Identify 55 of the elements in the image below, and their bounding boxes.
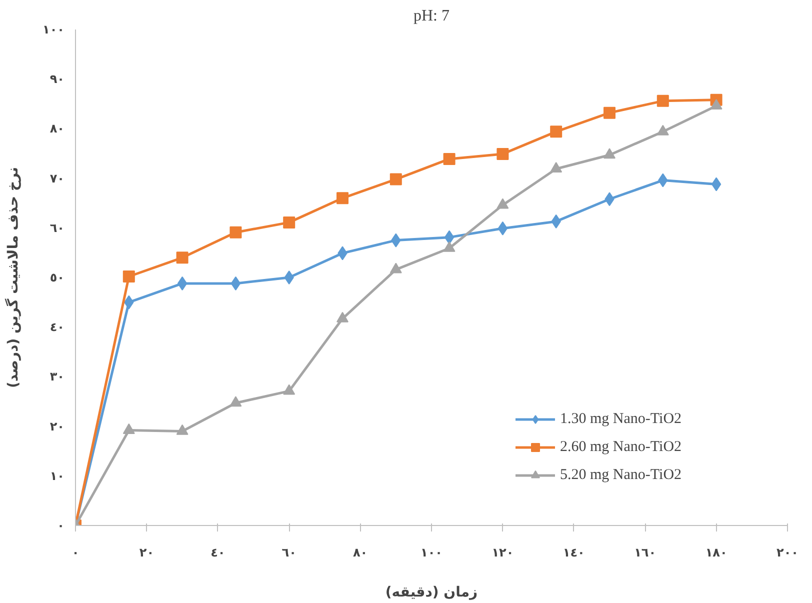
point [550,126,562,138]
x-tick-label: ٤٠ [210,546,226,560]
chart-title: pH: 7 [414,8,450,24]
y-tick-label: ٢٠ [50,419,65,434]
point [711,177,722,192]
point [230,226,242,238]
legend-label: 2.60 mg Nano-TiO2 [560,438,682,456]
point [230,396,242,407]
y-tick-label: ١٠ [50,468,65,483]
point [122,270,135,283]
point [390,173,402,186]
point [122,423,135,434]
x-tick-label: ٨٠ [352,546,368,560]
point [656,94,669,107]
point [283,384,296,395]
x-tick-label: ٦٠ [282,546,296,560]
point [177,276,188,290]
x-tick-label: ١٠٠ [420,546,442,560]
x-tick-label: ٢٠ [139,546,154,560]
point [550,162,562,173]
point [336,192,348,204]
point [176,424,188,435]
y-tick-label: ٦٠ [50,220,65,235]
y-tick-label: ٠ [57,518,65,532]
point [604,106,616,119]
y-tick-label: ٧٠ [50,171,65,186]
point [496,148,509,160]
point [498,221,508,236]
point [336,312,348,322]
point [230,276,241,290]
point [283,216,296,228]
y-tick-label: ٨٠ [50,122,65,136]
point [284,270,294,284]
point [444,230,454,244]
x-tick-label: ١٢٠ [492,546,514,560]
x-tick-label: ١٤٠ [562,546,585,560]
y-tick-label: ٩٠ [50,72,65,86]
y-tick-label: ٤٠ [50,320,65,334]
x-tick-label: ١٨٠ [705,546,728,560]
point [443,152,456,165]
legend-label: 1.30 mg Nano-TiO2 [560,410,682,428]
point [390,262,402,274]
legend-label: 5.20 mg Nano-TiO2 [560,466,682,484]
y-tick-label: ٥٠ [50,270,65,284]
x-axis-title: زمان (دقیقه) [385,584,478,600]
point [496,198,509,209]
x-tick-label: ١٦٠ [634,546,656,560]
x-tick-label: ٠ [72,546,80,560]
y-tick-label: ٣٠ [50,370,65,384]
point [443,241,456,252]
x-tick-label: ٢٠٠ [776,546,798,560]
y-tick-label: ١٠٠ [42,22,65,36]
y-axis-title: نرخ حذف مالاشیت گرین (درصد) [4,166,22,388]
point [604,148,616,159]
point [176,252,188,264]
